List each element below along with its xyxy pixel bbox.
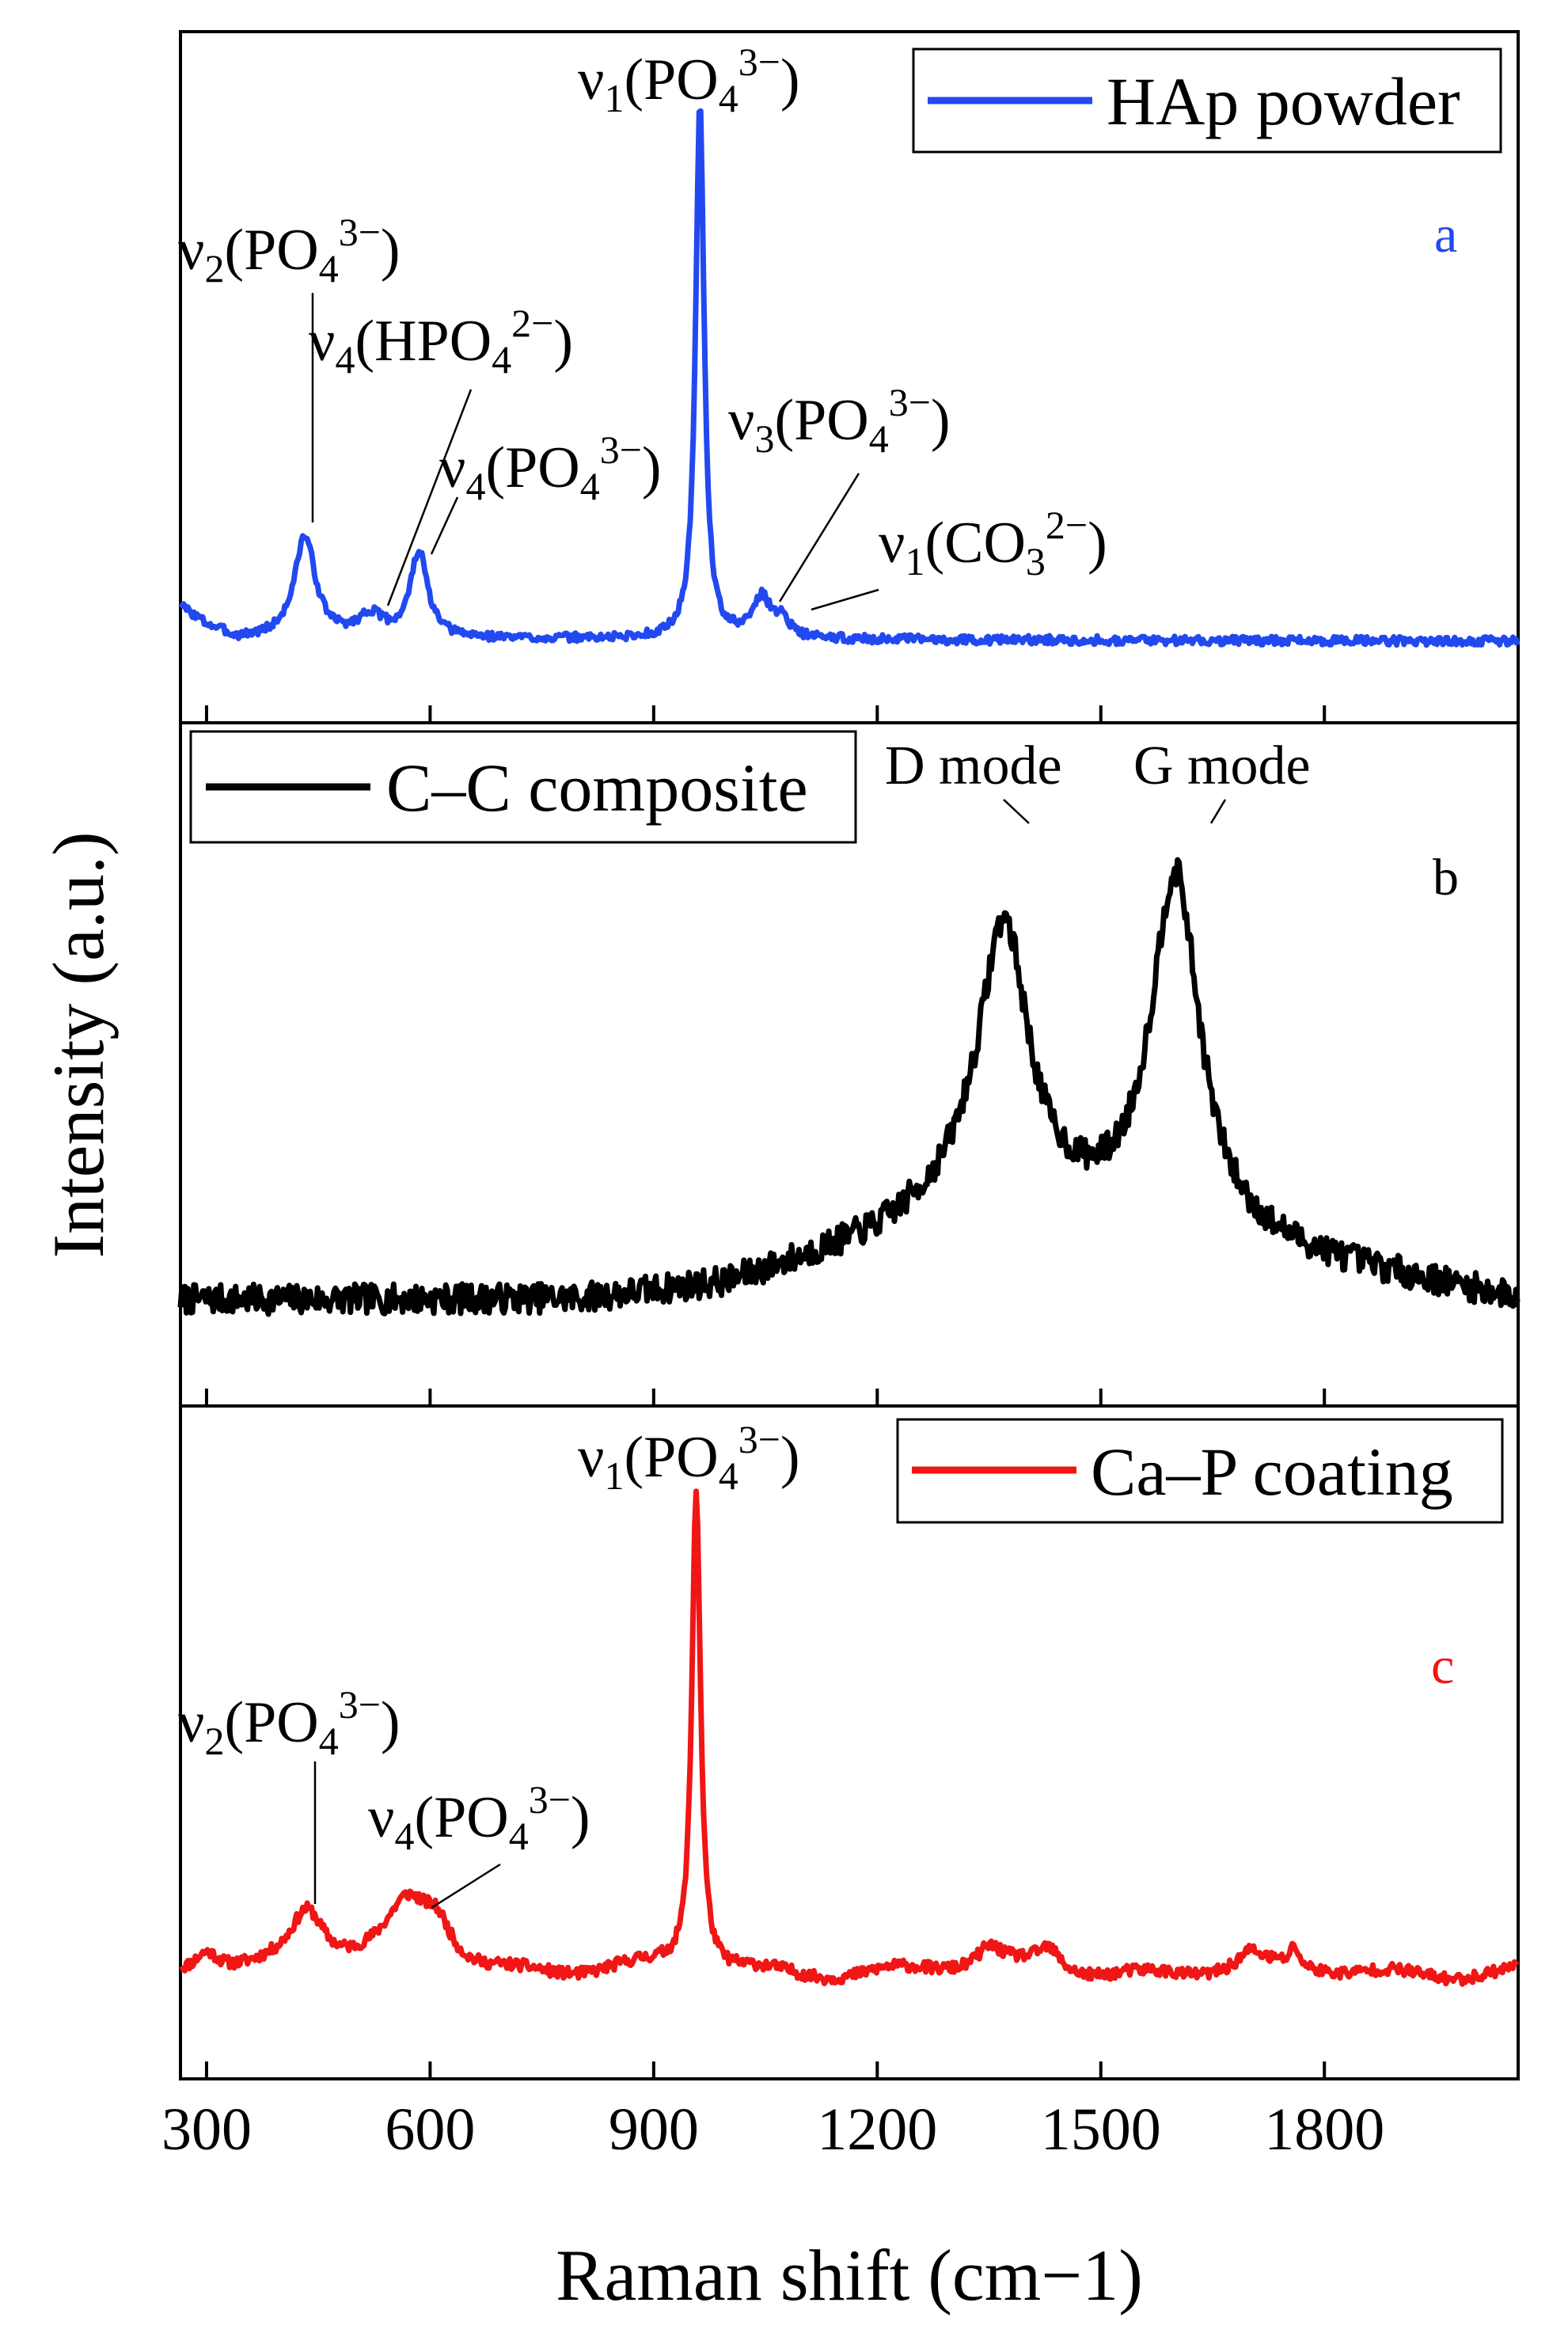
leader-b-d <box>1003 799 1030 824</box>
x-tick-label-900: 900 <box>609 2096 699 2163</box>
annot-c-v1: ν1(PO43−) <box>578 1417 800 1498</box>
leader-a-v3 <box>778 473 860 602</box>
annot-a-v1co3: ν1(CO32−) <box>879 503 1107 583</box>
legend-b-label: C–C composite <box>386 750 808 826</box>
legend-c-label: Ca–P coating <box>1091 1434 1453 1510</box>
annot-a-v3: ν3(PO43−) <box>728 380 951 461</box>
panel-c-letter: c <box>1431 1637 1454 1695</box>
legend-a-label: HAp powder <box>1107 63 1460 139</box>
plot-frames <box>179 30 1520 2080</box>
panel-c-frame <box>179 1404 1520 2080</box>
x-ticks: 300 600 900 1200 1500 1800 <box>161 705 1384 2163</box>
annot-a-v2: ν2(PO43−) <box>178 210 401 291</box>
spectra <box>177 108 1521 1987</box>
annot-a-v4-po4: ν4(PO43−) <box>439 427 662 508</box>
panel-b-letter: b <box>1433 849 1459 906</box>
legend-a: HAp powder <box>912 47 1502 154</box>
x-tick-label-600: 600 <box>385 2096 475 2163</box>
x-tick-label-300: 300 <box>161 2096 252 2163</box>
leader-c-v4 <box>431 1863 501 1909</box>
annot-b-d-mode: D mode <box>885 735 1062 796</box>
leader-a-v4-po4 <box>430 496 459 555</box>
spectrum-a-line <box>178 108 1521 648</box>
spectrum-b-line <box>177 857 1521 1317</box>
annot-b-g-mode: G mode <box>1133 735 1311 796</box>
leader-a-v4-hpo4 <box>386 389 473 606</box>
annot-a-v1: ν1(PO43−) <box>578 40 800 120</box>
x-tick-label-1200: 1200 <box>817 2096 937 2163</box>
leader-b-g <box>1209 799 1227 824</box>
x-axis-label: Raman shift (cm−1) <box>556 2235 1143 2316</box>
annot-a-v4-hpo4: ν4(HPO42−) <box>309 301 573 382</box>
annotation-leaders <box>311 293 1227 1909</box>
panel-a-letter: a <box>1434 206 1457 264</box>
y-axis-label: Intensity (a.u.) <box>38 831 119 1258</box>
x-tick-label-1800: 1800 <box>1264 2096 1384 2163</box>
annot-c-v4: ν4(PO43−) <box>368 1777 590 1858</box>
legend-b: C–C composite <box>189 730 857 844</box>
spectrum-c-line <box>179 1488 1520 1987</box>
legend-c: Ca–P coating <box>896 1418 1504 1524</box>
leader-a-v1co3 <box>811 588 879 611</box>
annot-c-v2: ν2(PO43−) <box>178 1682 401 1763</box>
x-tick-label-1500: 1500 <box>1041 2096 1161 2163</box>
